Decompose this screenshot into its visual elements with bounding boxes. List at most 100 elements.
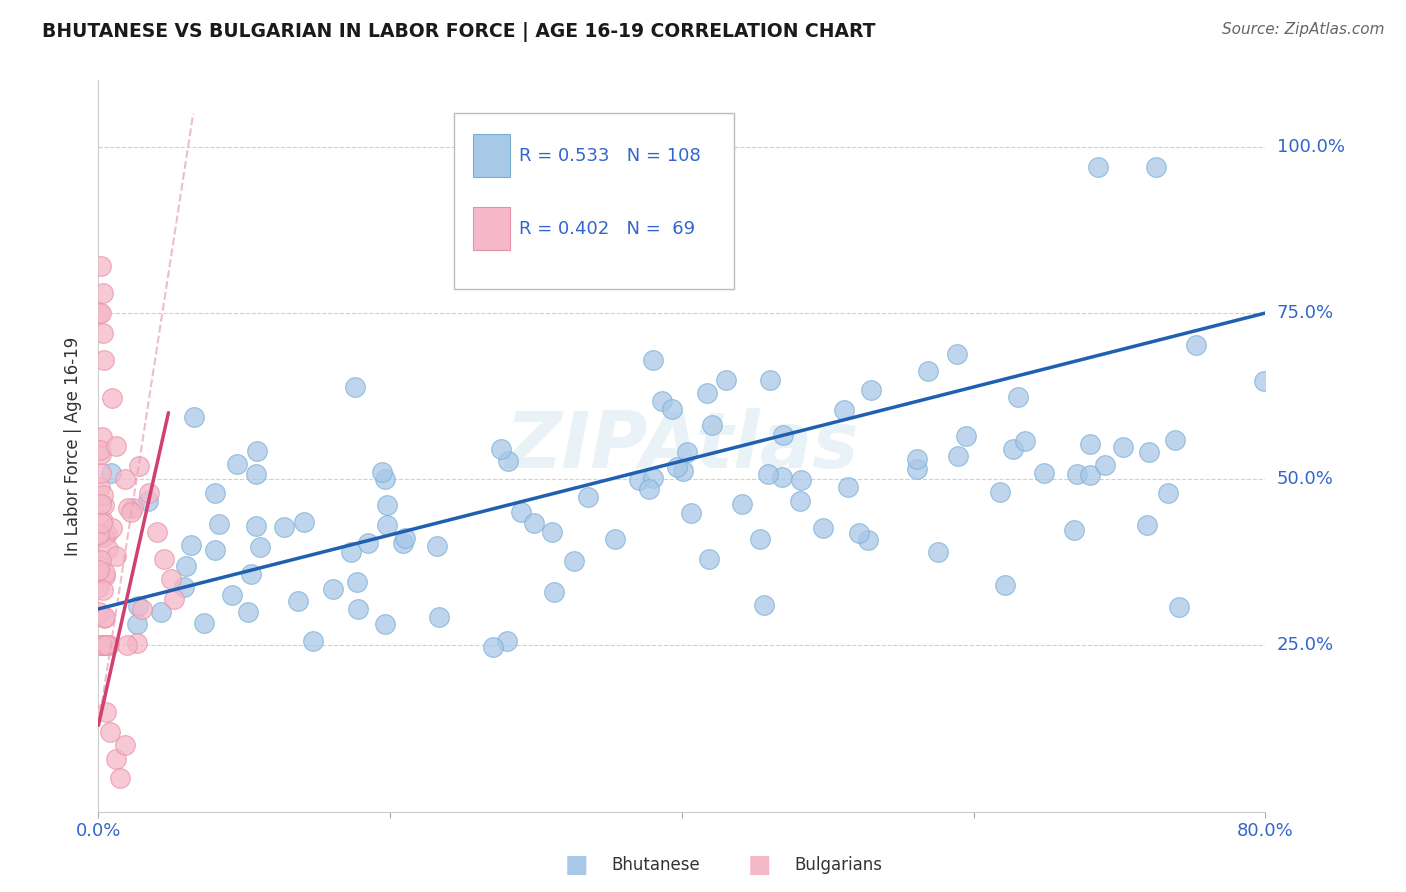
Point [90,552,112,566]
Point [91,514,114,528]
Point [754,598,776,612]
Y-axis label: In Labor Force | Age 16-19: In Labor Force | Age 16-19 [65,336,83,556]
Point [496,633,519,648]
Point [128,458,150,473]
Point [339,545,361,559]
Point [122,500,145,515]
Point [90,306,112,320]
Point [96,639,118,653]
Point [127,599,149,613]
Point [628,473,651,487]
Point [173,580,195,594]
Point [374,617,396,632]
Point [97,542,120,557]
Text: ■: ■ [748,854,770,877]
Point [91,286,114,301]
Point [249,541,271,555]
Point [1078,468,1101,483]
Point [1087,160,1109,174]
Point [89,559,111,574]
Point [287,593,309,607]
Point [89,306,111,320]
Point [245,519,267,533]
Point [697,552,720,566]
Point [1007,390,1029,404]
Point [91,639,114,653]
Point [859,384,882,398]
Point [180,538,202,552]
Point [1002,442,1025,457]
Point [1157,486,1180,500]
Text: 75.0%: 75.0% [1277,304,1334,322]
Point [675,445,697,459]
Point [226,457,249,471]
Point [1185,337,1208,351]
Point [89,605,111,619]
Text: 50.0%: 50.0% [1277,470,1333,488]
Point [482,640,505,654]
Point [153,552,176,566]
Point [375,518,398,533]
Point [665,460,688,475]
Text: ■: ■ [565,854,588,877]
Point [346,575,368,590]
Point [238,605,260,619]
Point [245,467,267,482]
Point [146,525,169,540]
Point [651,393,673,408]
Point [183,409,205,424]
Point [89,480,111,494]
Text: Source: ZipAtlas.com: Source: ZipAtlas.com [1222,22,1385,37]
Point [138,485,160,500]
FancyBboxPatch shape [454,113,734,289]
Point [1144,160,1167,174]
Point [955,429,977,443]
Point [91,488,114,502]
Point [160,572,183,586]
Point [672,465,695,479]
Point [110,772,132,786]
Point [426,539,449,553]
Point [759,373,782,387]
Point [641,352,664,367]
Point [302,634,325,648]
Point [120,506,142,520]
Point [204,486,226,500]
Point [98,639,121,653]
Point [837,480,859,494]
Point [576,490,599,504]
Point [696,386,718,401]
Point [273,519,295,533]
Point [94,705,117,719]
Point [1137,445,1160,459]
Text: 25.0%: 25.0% [1277,637,1334,655]
Point [150,605,173,619]
Text: R = 0.533   N = 108: R = 0.533 N = 108 [519,146,700,165]
Point [90,260,112,274]
Point [679,506,702,520]
Point [163,591,186,606]
Point [174,558,197,573]
Point [221,589,243,603]
Point [96,639,118,653]
Point [789,494,811,508]
Point [357,536,380,550]
Point [117,639,139,653]
Point [89,562,111,576]
Point [93,498,115,512]
Point [394,532,416,546]
Point [641,470,664,484]
Point [905,461,928,475]
Point [93,531,115,545]
FancyBboxPatch shape [472,134,510,177]
Point [832,402,855,417]
Point [1164,434,1187,448]
Point [104,439,127,453]
Point [136,493,159,508]
Point [89,528,111,542]
Point [1032,466,1054,480]
Text: ZIPAtlas: ZIPAtlas [505,408,859,484]
Point [91,326,114,340]
Point [489,442,512,456]
Point [990,485,1012,500]
